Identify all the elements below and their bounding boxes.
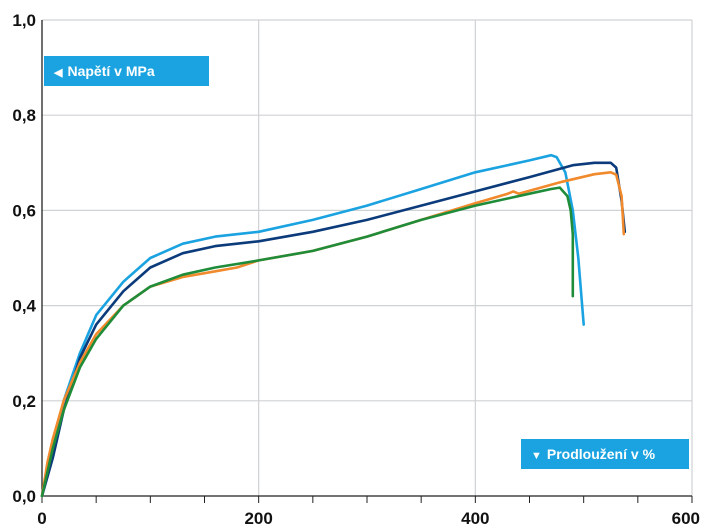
x-axis-label: ▼ Prodloužení v % (521, 439, 689, 469)
x-tick-label: 600 (672, 509, 700, 528)
y-tick-label: 0,0 (12, 487, 36, 506)
y-tick-label: 0,4 (12, 297, 36, 316)
series-line-1 (40, 153, 586, 498)
y-tick-label: 1,0 (12, 11, 36, 30)
x-axis-label-text: Prodloužení v % (546, 446, 656, 462)
x-tick-label: 0 (37, 509, 46, 528)
x-tick-label: 200 (244, 509, 272, 528)
series-line-4 (40, 186, 575, 498)
y-tick-label: 0,8 (12, 106, 36, 125)
plot-area (42, 20, 692, 496)
x-tick-labels: 0 200 400 600 (37, 509, 700, 528)
y-tick-label: 0,6 (12, 201, 36, 220)
x-tick-label: 400 (461, 509, 489, 528)
caret-left-icon: ◀ (54, 67, 63, 79)
grid (42, 19, 693, 496)
y-axis-label: ◀ Napětí v MPa (44, 56, 209, 86)
y-tick-labels: 0,0 0,2 0,4 0,6 0,8 1,0 (12, 11, 36, 506)
y-axis-label-text: Napětí v MPa (67, 63, 155, 79)
y-tick-label: 0,2 (12, 392, 36, 411)
caret-down-icon: ▼ (531, 450, 542, 462)
series-lines (40, 153, 627, 498)
